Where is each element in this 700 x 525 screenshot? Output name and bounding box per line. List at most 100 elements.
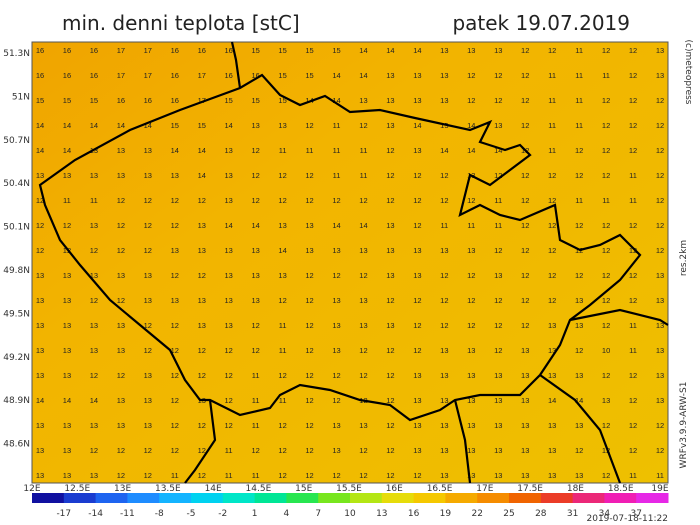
- grid-value: 12: [117, 196, 125, 205]
- issued: 2019-07-18-11:22: [587, 514, 669, 524]
- grid-value: 14: [359, 71, 367, 80]
- grid-value: 14: [386, 46, 394, 55]
- grid-value: 13: [225, 246, 233, 255]
- grid-value: 12: [305, 121, 313, 130]
- grid-value: 12: [494, 321, 502, 330]
- grid-value: 14: [251, 221, 259, 230]
- grid-value: 13: [332, 321, 340, 330]
- grid-value: 12: [521, 121, 529, 130]
- grid-value: 13: [90, 346, 98, 355]
- grid-value: 13: [198, 321, 206, 330]
- grid-value: 16: [63, 46, 71, 55]
- grid-value: 13: [332, 346, 340, 355]
- grid-value: 15: [305, 46, 313, 55]
- grid-value: 13: [494, 121, 502, 130]
- colorbar-swatch: [350, 493, 383, 503]
- grid-value: 13: [413, 421, 421, 430]
- grid-value: 11: [171, 471, 179, 480]
- grid-value: 14: [63, 146, 71, 155]
- grid-value: 12: [90, 371, 98, 380]
- grid-value: 12: [521, 271, 529, 280]
- grid-value: 10: [602, 346, 610, 355]
- grid-value: 13: [63, 296, 71, 305]
- lat-label: 50.1N: [3, 223, 30, 233]
- grid-value: 12: [117, 296, 125, 305]
- grid-value: 12: [36, 196, 44, 205]
- colorbar-swatch: [413, 493, 446, 503]
- grid-value: 13: [656, 71, 664, 80]
- lat-label: 49.2N: [3, 353, 30, 363]
- grid-value: 12: [332, 471, 340, 480]
- grid-value: 12: [36, 246, 44, 255]
- grid-value: 17: [117, 71, 125, 80]
- grid-value: 14: [359, 221, 367, 230]
- grid-value: 11: [629, 321, 637, 330]
- grid-value: 12: [521, 46, 529, 55]
- grid-value: 13: [548, 346, 556, 355]
- grid-value: 12: [413, 321, 421, 330]
- lon-label: 18E: [567, 484, 584, 494]
- grid-value: 13: [198, 246, 206, 255]
- colorbar-label: 28: [535, 509, 547, 519]
- lon-label: 12.5E: [64, 484, 90, 494]
- grid-value: 12: [440, 296, 448, 305]
- grid-value: 14: [90, 396, 98, 405]
- grid-value: 12: [251, 321, 259, 330]
- grid-value: 13: [467, 471, 475, 480]
- grid-value: 14: [278, 246, 286, 255]
- colorbar-swatch: [254, 493, 287, 503]
- grid-value: 14: [63, 121, 71, 130]
- grid-value: 13: [494, 46, 502, 55]
- grid-value: 12: [251, 196, 259, 205]
- lon-label: 13.5E: [155, 484, 181, 494]
- grid-value: 11: [225, 471, 233, 480]
- grid-value: 12: [629, 421, 637, 430]
- grid-value: 12: [198, 471, 206, 480]
- grid-value: 13: [467, 396, 475, 405]
- grid-value: 13: [251, 121, 259, 130]
- grid-value: 13: [144, 146, 152, 155]
- colorbar-swatch: [572, 493, 605, 503]
- grid-value: 12: [144, 446, 152, 455]
- grid-value: 12: [656, 246, 664, 255]
- grid-value: 12: [656, 171, 664, 180]
- colorbar-label: 37: [630, 509, 641, 519]
- colorbar-swatch: [95, 493, 128, 503]
- grid-value: 14: [548, 396, 556, 405]
- grid-value: 15: [278, 96, 286, 105]
- grid-value: 11: [360, 146, 368, 155]
- grid-value: 12: [521, 196, 529, 205]
- grid-value: 12: [359, 371, 367, 380]
- grid-value: 12: [90, 246, 98, 255]
- grid-value: 11: [252, 396, 260, 405]
- grid-value: 13: [467, 421, 475, 430]
- grid-value: 14: [198, 171, 206, 180]
- grid-value: 14: [332, 221, 340, 230]
- grid-value: 12: [521, 221, 529, 230]
- grid-value: 12: [386, 421, 394, 430]
- grid-value: 13: [521, 421, 529, 430]
- grid-value: 12: [144, 471, 152, 480]
- grid-value: 12: [548, 221, 556, 230]
- grid-value: 12: [656, 221, 664, 230]
- grid-value: 12: [63, 246, 71, 255]
- grid-value: 16: [251, 71, 259, 80]
- colorbar-swatch: [63, 493, 97, 503]
- grid-value: 13: [521, 396, 529, 405]
- grid-value: 11: [306, 146, 314, 155]
- grid-value: 13: [251, 296, 259, 305]
- grid-value: 11: [279, 321, 287, 330]
- colorbar-label: 25: [503, 509, 514, 519]
- grid-value: 12: [117, 246, 125, 255]
- grid-value: 13: [656, 321, 664, 330]
- lon-label: 14.5E: [246, 484, 272, 494]
- grid-value: 13: [440, 396, 448, 405]
- lat-label: 49.5N: [3, 309, 30, 319]
- grid-value: 12: [359, 471, 367, 480]
- grid-value: 12: [305, 321, 313, 330]
- grid-value: 16: [90, 71, 98, 80]
- grid-value: 11: [360, 171, 368, 180]
- grid-value: 13: [440, 246, 448, 255]
- lon-label: 17.5E: [517, 484, 543, 494]
